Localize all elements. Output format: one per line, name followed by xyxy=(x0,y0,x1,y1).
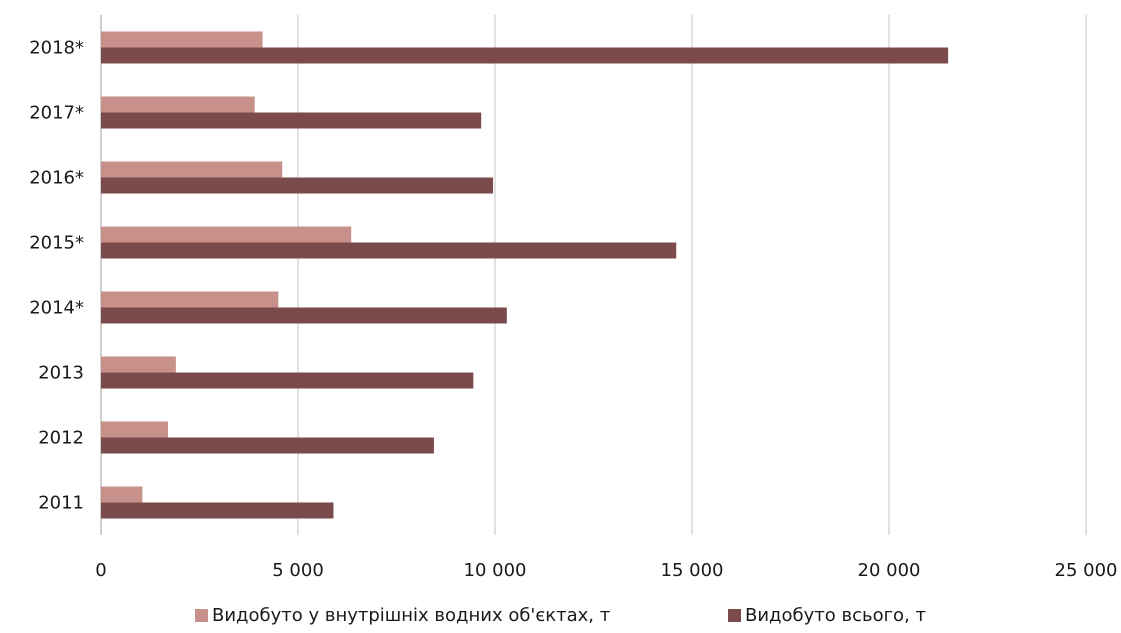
x-tick-label: 10 000 xyxy=(464,560,527,581)
legend-label: Видобуто у внутрішніх водних об'єктах, т xyxy=(212,605,610,626)
bar-total xyxy=(101,372,474,389)
y-tick-label: 2015* xyxy=(29,233,84,254)
y-tick-label: 2013 xyxy=(38,363,84,384)
bar-total xyxy=(101,437,434,454)
y-axis-tick-labels: 2011 2012 2013 2014* 2015* 2016* 2017* 2018* xyxy=(29,38,84,514)
bar-total xyxy=(101,242,677,259)
x-axis-tick-labels: 0 5 000 10 000 15 000 20 000 25 000 xyxy=(95,560,1117,581)
bar-inland xyxy=(101,291,279,308)
legend: Видобуто у внутрішніх водних об'єктах, т… xyxy=(195,605,926,626)
bar-inland xyxy=(101,486,143,503)
legend-label: Видобуто всього, т xyxy=(745,605,926,626)
bar-inland xyxy=(101,421,168,438)
x-tick-label: 15 000 xyxy=(661,560,724,581)
bar-total xyxy=(101,112,482,129)
y-tick-label: 2012 xyxy=(38,428,84,449)
bar-inland xyxy=(101,356,176,373)
x-tick-label: 20 000 xyxy=(858,560,921,581)
bar-total xyxy=(101,47,949,64)
bar-total xyxy=(101,177,494,194)
y-tick-label: 2014* xyxy=(29,298,84,319)
x-tick-label: 25 000 xyxy=(1055,560,1118,581)
y-tick-label: 2018* xyxy=(29,38,84,59)
x-tick-label: 0 xyxy=(95,560,106,581)
bar-inland xyxy=(101,161,283,178)
bar-total xyxy=(101,307,507,324)
legend-swatch xyxy=(728,609,741,622)
bar-total xyxy=(101,502,334,519)
gridlines xyxy=(100,15,1087,535)
y-tick-label: 2016* xyxy=(29,168,84,189)
y-tick-label: 2017* xyxy=(29,103,84,124)
bars xyxy=(101,31,949,519)
y-tick-label: 2011 xyxy=(38,493,84,514)
bar-inland xyxy=(101,31,263,48)
bar-inland xyxy=(101,96,255,113)
legend-swatch xyxy=(195,609,208,622)
x-tick-label: 5 000 xyxy=(272,560,324,581)
bar-inland xyxy=(101,226,352,243)
